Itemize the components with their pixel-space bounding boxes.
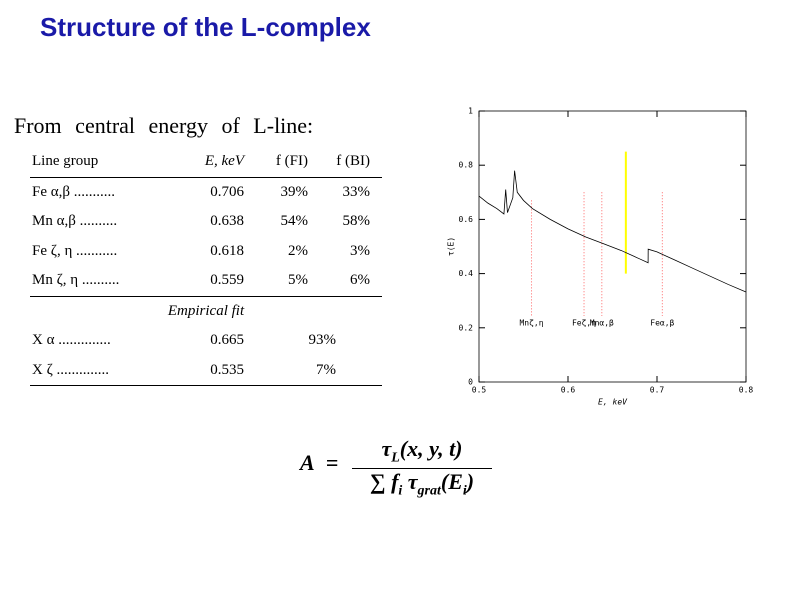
line [478,170,747,293]
table-row: Mn ζ, η .......... 0.559 5% 6% [30,266,382,296]
header-cell: Line group [32,153,99,169]
table-cell: 54% [280,213,309,229]
table-cell: Fe ζ, η ........... [32,242,118,259]
header-cell: f (BI) [336,153,370,169]
table-header: Line group E, keV f (FI) f (BI) [30,147,382,178]
table: Line group E, keV f (FI) f (BI) Fe α,β .… [30,147,382,386]
formula-part: grat [417,483,441,499]
marker-label: Mnζ,η [519,319,543,328]
fraction: τL(x, y, t) ∑ fi τgrat(Ei) [352,436,492,500]
y-tick-label: 1 [468,107,473,116]
formula-part: ) [466,469,475,495]
formula-lhs: A [300,450,315,475]
table-cell: 6% [350,272,370,288]
table-cell: 93% [308,332,337,348]
table-cell: 0.535 [210,361,244,378]
table-cell: 33% [342,183,371,200]
numerator: τL(x, y, t) [352,436,492,470]
table-row: Fe ζ, η ........... 0.618 2% 3% [30,237,382,267]
formula-part: (E [440,469,463,495]
formula-part: i [462,483,467,499]
formula-part: f [391,469,399,495]
denominator: ∑ fi τgrat(Ei) [352,469,492,499]
table-row: Fe α,β ........... 0.706 39% 33% [30,178,382,208]
x-tick-label: 0.6 [561,386,576,395]
table-cell: 7% [316,361,336,378]
formula-part: L [391,450,400,466]
marker-label: Mnα,β [590,319,614,328]
table-cell: 0.706 [210,183,244,200]
section-label: Empirical fit [167,302,245,319]
table-cell: 5% [288,272,308,288]
table-cell: 58% [342,213,371,229]
y-axis-label: τ(E) [447,237,456,256]
header-cell: f (FI) [275,153,308,169]
formula-part: τ [407,469,418,495]
section-row: Empirical fit [30,297,382,327]
table-cell: Mn α,β .......... [32,213,118,229]
table-cell: 0.638 [210,213,244,229]
x-tick-label: 0.5 [472,386,487,395]
x-tick-label: 0.7 [650,386,665,395]
table-cell: 0.559 [210,272,244,288]
formula-eq: = [325,450,339,475]
table-cell: 3% [350,242,370,259]
marker-label: Feα,β [650,319,674,328]
subtitle: From central energy of L-line: [14,113,314,138]
x-axis-label: E, keV [598,398,628,407]
table-cell: 39% [280,183,309,200]
x-tick-label: 0.8 [739,386,754,395]
table-row: Mn α,β .......... 0.638 54% 58% [30,207,382,237]
y-tick-label: 0.4 [459,269,474,278]
table-cell: X α .............. [32,332,111,348]
y-tick-label: 0.6 [459,215,474,224]
table-row: X α .............. 0.665 93% [30,326,382,356]
table-cell: Fe α,β ........... [32,183,115,200]
plot-frame [478,110,747,383]
y-tick-label: 0 [468,378,473,387]
table-cell: 0.618 [210,242,244,259]
y-tick-label: 0.8 [459,161,474,170]
table-cell: 2% [288,242,308,259]
title: Structure of the L-complex [40,12,371,42]
table-row: X ζ .............. 0.535 7% [30,356,382,386]
y-tick-label: 0.2 [459,323,474,332]
marker-label: Feζ,η [572,319,596,328]
table-cell: Mn ζ, η .......... [32,272,120,288]
header-cell: E, keV [204,153,244,169]
formula-part: τ [381,436,392,461]
formula-part: i [398,483,403,499]
formula-part: ∑ [369,469,386,495]
formula-part: (x, y, t) [399,436,463,461]
table-cell: 0.665 [210,332,244,348]
table-cell: X ζ .............. [32,361,110,378]
